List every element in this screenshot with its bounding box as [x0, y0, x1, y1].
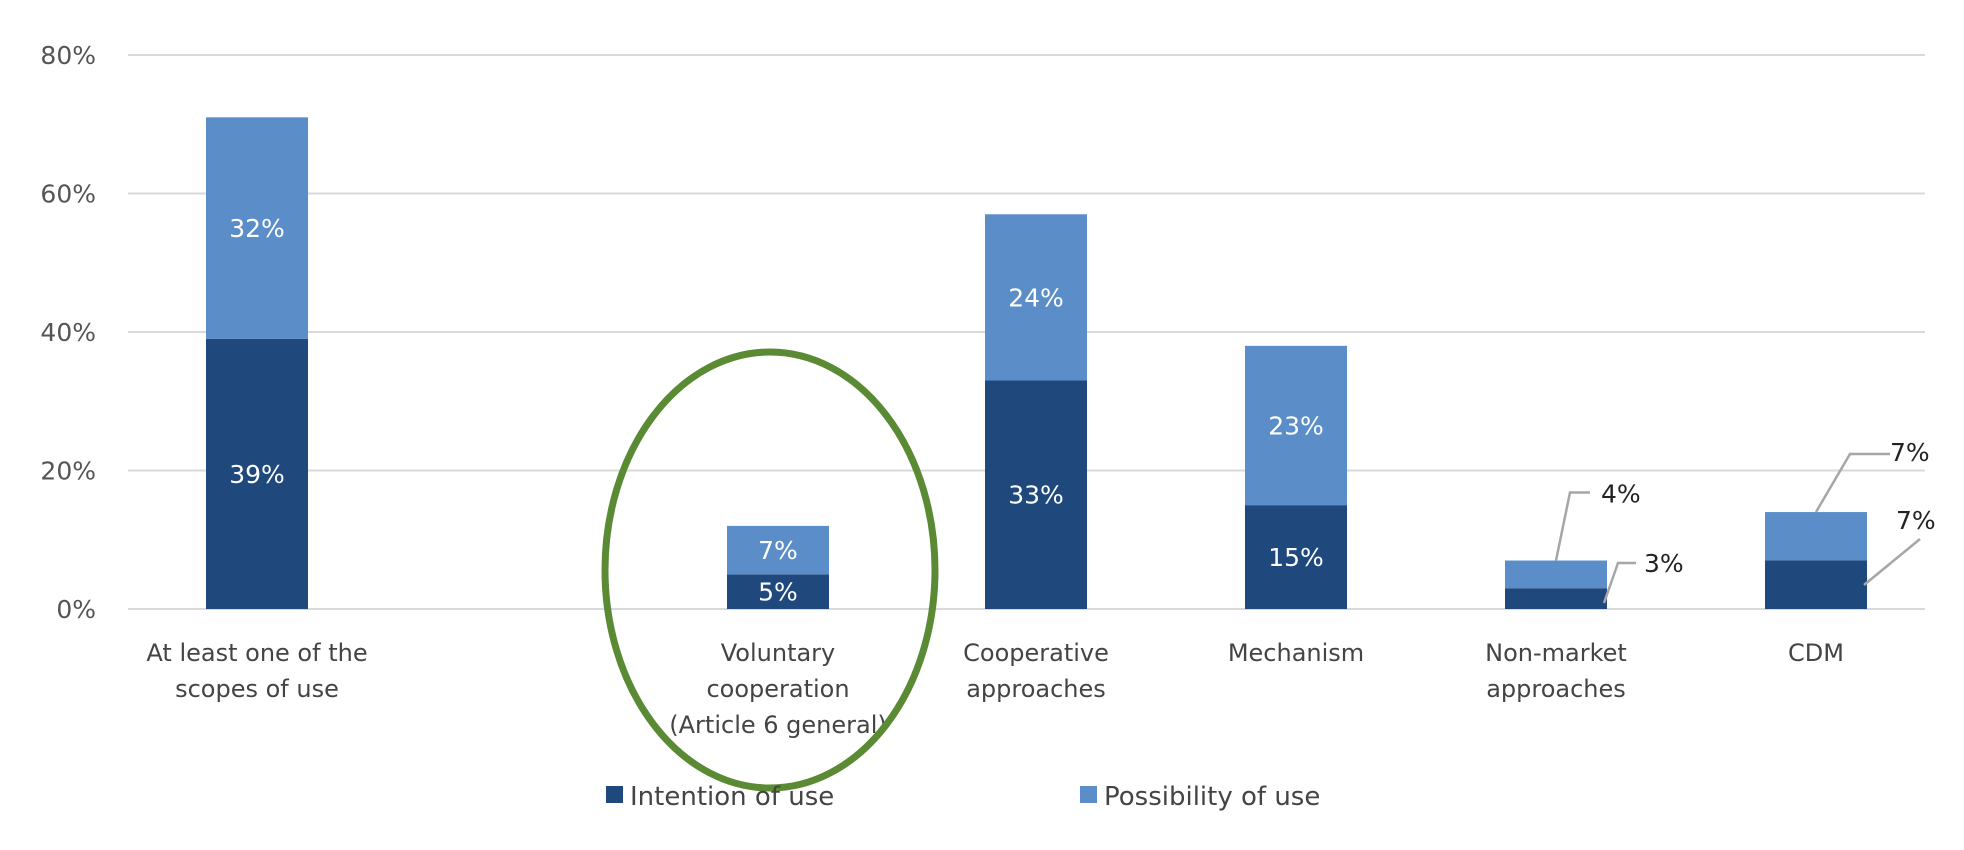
bar-label-possibility: 4% — [1601, 480, 1641, 509]
x-category-label: At least one of the — [146, 639, 367, 667]
y-tick-label: 80% — [40, 41, 96, 70]
legend-entry: Intention of use — [630, 782, 834, 812]
bar-label-possibility: 23% — [1268, 411, 1324, 440]
x-category-label: cooperation — [706, 675, 849, 703]
y-tick-label: 20% — [40, 457, 96, 486]
x-category-label: approaches — [966, 675, 1106, 703]
legend-swatch — [1080, 786, 1097, 803]
legend-entry: Possibility of use — [1104, 782, 1320, 812]
bar-label-intention: 15% — [1268, 543, 1324, 572]
bar-possibility-5 — [1765, 512, 1867, 561]
leader-line — [1602, 561, 1636, 604]
bar-possibility-0 — [206, 117, 308, 339]
bar-label-intention: 5% — [758, 578, 798, 607]
bar-label-intention: 33% — [1008, 481, 1064, 510]
highlight-ellipse — [601, 348, 939, 792]
x-category-label: Cooperative — [963, 639, 1109, 667]
bar-label-possibility: 7% — [1890, 438, 1930, 467]
bar-label-intention: 7% — [1896, 506, 1936, 535]
y-tick-label: 40% — [40, 318, 96, 347]
y-tick-label: 60% — [40, 180, 96, 209]
bar-label-possibility: 24% — [1008, 283, 1064, 312]
leader-line — [1814, 452, 1890, 513]
x-category-label: approaches — [1486, 675, 1626, 703]
bar-label-intention: 39% — [229, 460, 285, 489]
bar-intention-3 — [1245, 505, 1347, 609]
leader-line — [1863, 538, 1921, 586]
x-category-label: scopes of use — [175, 675, 339, 703]
x-category-label: Voluntary — [721, 639, 836, 667]
bar-intention-0 — [206, 338, 308, 609]
bar-intention-5 — [1765, 560, 1867, 609]
bar-label-intention: 3% — [1644, 549, 1684, 578]
bar-intention-2 — [985, 380, 1087, 609]
x-category-label: Non-market — [1485, 639, 1627, 667]
bar-intention-4 — [1505, 588, 1607, 609]
x-category-label: (Article 6 general) — [669, 711, 886, 739]
bar-label-possibility: 7% — [758, 536, 798, 565]
bar-possibility-4 — [1505, 560, 1607, 589]
bar-possibility-1 — [727, 525, 829, 575]
bar-intention-1 — [727, 574, 829, 609]
legend-swatch — [606, 786, 623, 803]
bar-possibility-3 — [1245, 345, 1347, 506]
y-tick-label: 0% — [56, 595, 96, 624]
x-category-label: Mechanism — [1228, 639, 1364, 667]
x-category-label: CDM — [1788, 639, 1844, 667]
leader-line — [1554, 491, 1590, 561]
bar-possibility-2 — [985, 214, 1087, 381]
bar-label-possibility: 32% — [229, 214, 285, 243]
